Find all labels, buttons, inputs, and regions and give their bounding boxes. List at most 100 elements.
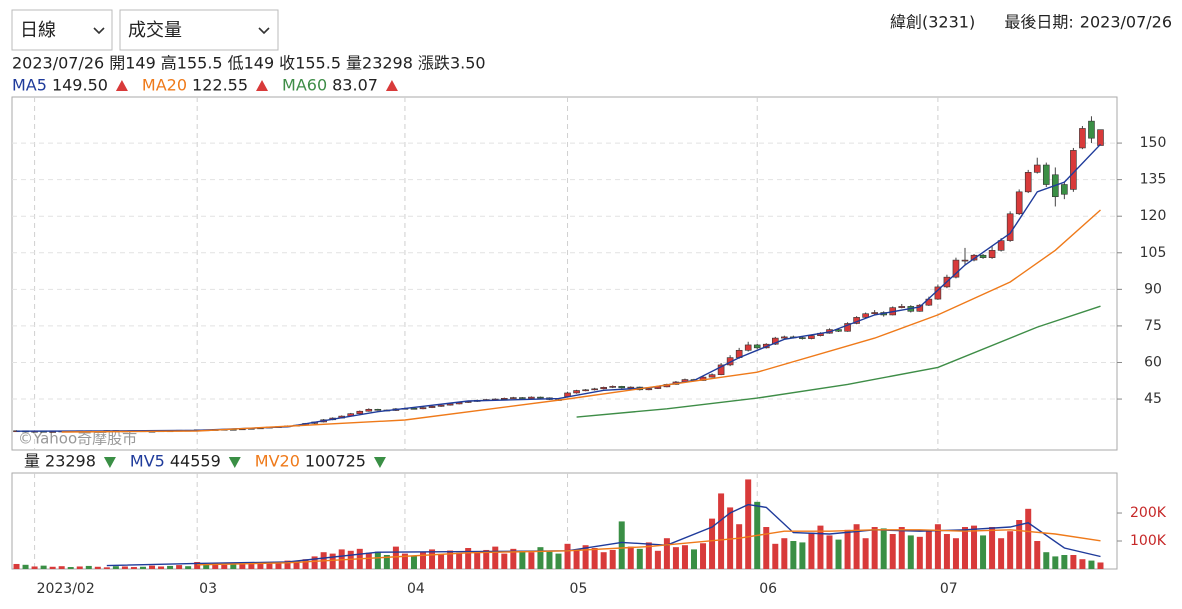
y-tick-label: 100K (1130, 533, 1167, 549)
candle-body (844, 323, 851, 332)
volume-bar (13, 563, 20, 569)
volume-bar (961, 527, 968, 569)
period-select[interactable]: 日線 (11, 9, 113, 51)
volume-bar (49, 566, 56, 569)
candle-body (988, 250, 996, 258)
y-tick-label: 120 (1140, 208, 1167, 224)
volume-bar (22, 564, 29, 569)
y-tick-label: 150 (1140, 135, 1167, 151)
volume-bar (501, 553, 508, 569)
volume-bar (844, 529, 851, 569)
volume-bar (907, 535, 914, 569)
volume-bar (582, 545, 589, 569)
volume-bar (745, 479, 752, 569)
chevron[interactable] (93, 27, 105, 35)
volume-bar (284, 560, 291, 569)
volume-bar (654, 550, 661, 569)
volume-bar (203, 563, 210, 569)
candle-body (862, 313, 869, 318)
volume-bar (158, 566, 165, 569)
volume-bar (239, 564, 246, 569)
volume-bar (627, 546, 634, 569)
candle-body (1024, 172, 1032, 193)
mv-line (106, 503, 1101, 567)
candle-body (582, 389, 589, 392)
volume-bar (916, 536, 923, 569)
legend-name: 量 (24, 452, 40, 471)
volume-bar (537, 547, 544, 569)
legend-name: MV20 (255, 452, 300, 471)
volume-bar (121, 566, 128, 569)
candle-body (708, 374, 716, 378)
volume-bar (257, 562, 264, 569)
volume-bar (971, 525, 978, 569)
volume-bar (112, 566, 119, 569)
volume-bar (763, 527, 770, 569)
quote-text: 低 (228, 54, 244, 73)
volume-bar (311, 556, 318, 569)
candle-body (1015, 191, 1023, 215)
candle-body (970, 254, 978, 261)
candle-body (753, 344, 761, 349)
indicator-select[interactable]: 成交量 (119, 9, 279, 51)
volume-bar (275, 561, 282, 569)
volume-bar (438, 554, 445, 569)
volume-bar (700, 543, 707, 569)
candle-body (600, 387, 607, 390)
y-tick-label: 105 (1140, 245, 1167, 261)
volume-bar (871, 527, 878, 569)
volume-bar (194, 562, 201, 569)
volume-bar (618, 521, 625, 569)
candle-body (437, 404, 445, 407)
candle-body (609, 386, 616, 388)
select-box[interactable] (119, 9, 279, 51)
candle-body (717, 364, 725, 375)
volume-bar (609, 549, 616, 569)
watermark: ©Yahoo奇摩股市 (18, 430, 137, 448)
candle-body (537, 396, 544, 399)
volume-bar (718, 493, 725, 569)
candle-body (428, 406, 436, 408)
volume-bar (980, 535, 987, 569)
candle-body (519, 397, 526, 399)
volume-bar (681, 545, 688, 569)
legend-name: MV5 (130, 452, 165, 471)
volume-bar (465, 548, 472, 569)
volume-bar (672, 547, 679, 569)
down-arrow (103, 457, 116, 468)
volume-bar (790, 541, 797, 569)
volume-bar (185, 566, 192, 569)
select-text[interactable]: 成交量 (128, 20, 182, 41)
select-text[interactable]: 日線 (20, 20, 56, 41)
volume-bar (1025, 508, 1032, 569)
legend-value: 100725 (305, 452, 366, 471)
volume-bar (176, 565, 183, 569)
volume-bar (302, 559, 309, 569)
volume-bar (230, 563, 237, 569)
volume-bar (1079, 559, 1086, 569)
volume-bar (943, 534, 950, 569)
volume-bar (31, 566, 38, 569)
volume-bar (835, 539, 842, 569)
volume-bar (781, 538, 788, 569)
volume-bar (374, 551, 381, 569)
quote-text: 量 (346, 54, 362, 73)
volume-bar (645, 542, 652, 569)
last-date: 2023/07/26 (1080, 13, 1172, 32)
volume-bar (952, 538, 959, 569)
price-panel (11, 96, 1118, 451)
candle-body (744, 344, 752, 351)
quote-text: 155.5 (295, 54, 341, 73)
volume-bar (934, 524, 941, 569)
volume-bar (392, 546, 399, 569)
volume-panel (11, 472, 1118, 570)
chevron[interactable] (258, 27, 270, 35)
quote-text: 開 (109, 54, 125, 73)
candle-body (979, 254, 987, 258)
volume-bar (1043, 552, 1050, 569)
candle-body (1042, 164, 1050, 185)
candle-body (501, 398, 508, 400)
legend-name: MA60 (282, 76, 327, 95)
last-date-label: 最後日期: (1004, 13, 1073, 32)
candle-body (528, 396, 535, 399)
